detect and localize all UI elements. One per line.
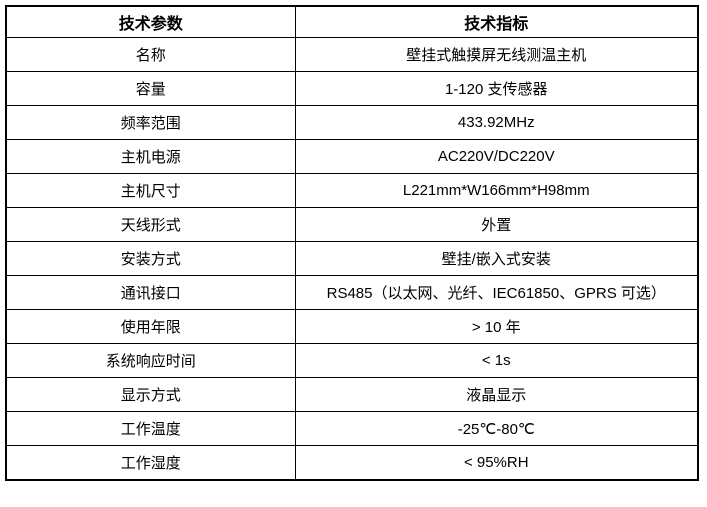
table-row: 主机尺寸 L221mm*W166mm*H98mm	[5, 173, 699, 208]
value-cell: -25℃-80℃	[294, 411, 699, 446]
table-row: 显示方式 液晶显示	[5, 377, 699, 412]
table-row: 频率范围 433.92MHz	[5, 105, 699, 140]
param-cell: 工作温度	[5, 411, 296, 446]
value-cell: 1-120 支传感器	[294, 71, 699, 106]
table-row: 通讯接口 RS485（以太网、光纤、IEC61850、GPRS 可选）	[5, 275, 699, 310]
value-cell: < 95%RH	[294, 445, 699, 481]
param-cell: 安装方式	[5, 241, 296, 276]
value-cell: 外置	[294, 207, 699, 242]
param-cell: 系统响应时间	[5, 343, 296, 378]
table-header-row: 技术参数 技术指标	[5, 5, 699, 38]
table-row: 天线形式 外置	[5, 207, 699, 242]
table-row: 安装方式 壁挂/嵌入式安装	[5, 241, 699, 276]
column-header-value: 技术指标	[294, 5, 699, 38]
table-row: 主机电源 AC220V/DC220V	[5, 139, 699, 174]
param-cell: 天线形式	[5, 207, 296, 242]
value-cell: 433.92MHz	[294, 105, 699, 140]
table-row: 名称 壁挂式触摸屏无线测温主机	[5, 37, 699, 72]
table-row: 系统响应时间 < 1s	[5, 343, 699, 378]
table-row: 工作湿度 < 95%RH	[5, 445, 699, 481]
value-cell: 液晶显示	[294, 377, 699, 412]
value-cell: L221mm*W166mm*H98mm	[294, 173, 699, 208]
table-row: 容量 1-120 支传感器	[5, 71, 699, 106]
value-cell: 壁挂/嵌入式安装	[294, 241, 699, 276]
table-row: 工作温度 -25℃-80℃	[5, 411, 699, 446]
param-cell: 主机尺寸	[5, 173, 296, 208]
param-cell: 通讯接口	[5, 275, 296, 310]
value-cell: RS485（以太网、光纤、IEC61850、GPRS 可选）	[294, 275, 699, 310]
param-cell: 名称	[5, 37, 296, 72]
param-cell: 频率范围	[5, 105, 296, 140]
value-cell: < 1s	[294, 343, 699, 378]
value-cell: 壁挂式触摸屏无线测温主机	[294, 37, 699, 72]
param-cell: 容量	[5, 71, 296, 106]
param-cell: 显示方式	[5, 377, 296, 412]
value-cell: > 10 年	[294, 309, 699, 344]
param-cell: 使用年限	[5, 309, 296, 344]
column-header-param: 技术参数	[5, 5, 296, 38]
param-cell: 工作湿度	[5, 445, 296, 481]
spec-table: 技术参数 技术指标 名称 壁挂式触摸屏无线测温主机 容量 1-120 支传感器 …	[5, 5, 699, 481]
table-row: 使用年限 > 10 年	[5, 309, 699, 344]
param-cell: 主机电源	[5, 139, 296, 174]
value-cell: AC220V/DC220V	[294, 139, 699, 174]
